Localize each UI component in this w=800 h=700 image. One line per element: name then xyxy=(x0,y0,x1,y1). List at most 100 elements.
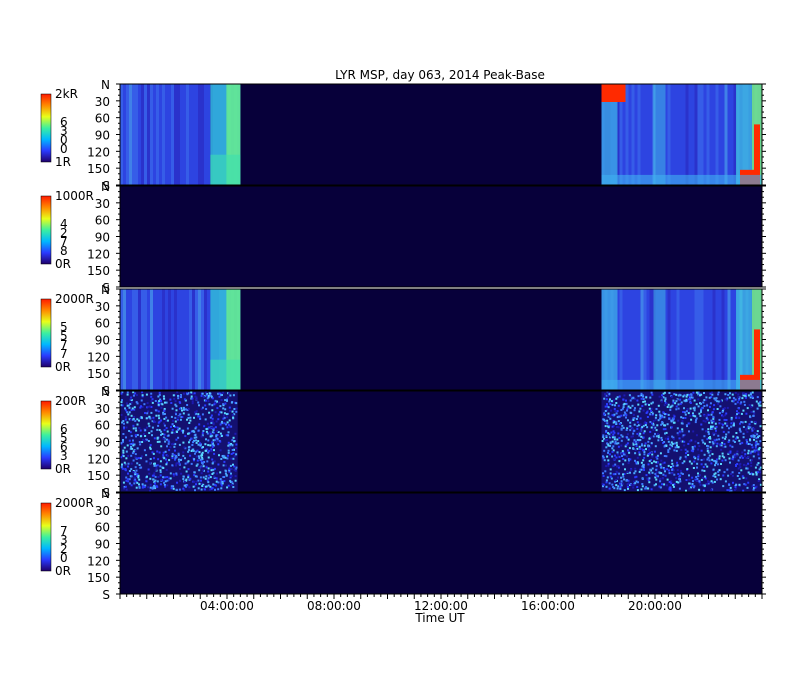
noise-pixel xyxy=(175,413,177,416)
noise-pixel xyxy=(738,472,741,474)
noise-pixel xyxy=(685,410,688,413)
noise-pixel xyxy=(742,392,745,395)
noise-pixel xyxy=(723,471,726,474)
noise-pixel xyxy=(637,403,640,406)
noise-pixel xyxy=(138,464,141,466)
emission-streak xyxy=(667,84,671,185)
noise-pixel xyxy=(658,395,661,398)
noise-pixel xyxy=(601,482,604,485)
noise-pixel xyxy=(165,463,168,466)
noise-pixel xyxy=(627,487,629,490)
noise-pixel xyxy=(664,474,667,477)
noise-pixel xyxy=(689,402,692,404)
noise-pixel xyxy=(678,437,681,440)
noise-pixel xyxy=(671,435,674,438)
noise-pixel xyxy=(176,481,178,484)
noise-pixel xyxy=(749,420,752,423)
noise-pixel xyxy=(696,478,699,480)
noise-pixel xyxy=(147,468,150,471)
noise-pixel xyxy=(213,439,216,442)
noise-pixel xyxy=(234,479,237,482)
noise-pixel xyxy=(641,448,643,450)
noise-pixel xyxy=(150,395,153,398)
noise-pixel xyxy=(221,427,224,430)
noise-pixel xyxy=(128,430,131,432)
noise-pixel xyxy=(163,433,166,436)
noise-pixel xyxy=(612,399,615,402)
noise-pixel xyxy=(607,444,610,447)
y-tick-label: 30 xyxy=(95,300,110,314)
noise-pixel xyxy=(625,436,628,439)
noise-pixel xyxy=(713,473,716,476)
noise-pixel xyxy=(733,441,736,443)
noise-pixel xyxy=(667,440,670,443)
panel-frame xyxy=(119,390,763,493)
noise-pixel xyxy=(634,459,636,462)
noise-pixel xyxy=(636,461,639,464)
noise-pixel xyxy=(608,415,611,418)
noise-pixel xyxy=(707,428,710,431)
noise-pixel xyxy=(698,474,701,477)
noise-pixel xyxy=(623,402,626,405)
noise-pixel xyxy=(182,412,185,415)
noise-pixel xyxy=(673,415,676,418)
emission-streak xyxy=(670,289,674,390)
noise-pixel xyxy=(702,489,705,492)
noise-pixel xyxy=(209,444,212,447)
noise-pixel xyxy=(725,412,728,415)
noise-pixel xyxy=(746,467,749,470)
noise-pixel xyxy=(144,412,146,414)
noise-pixel xyxy=(151,474,154,477)
noise-pixel xyxy=(664,401,667,404)
noise-pixel xyxy=(650,442,653,445)
noise-pixel xyxy=(618,455,621,458)
noise-pixel xyxy=(194,411,197,414)
noise-pixel xyxy=(150,392,153,395)
noise-pixel xyxy=(724,459,727,462)
noise-pixel xyxy=(220,487,223,490)
noise-pixel xyxy=(134,471,137,474)
noise-pixel xyxy=(222,403,225,406)
noise-pixel xyxy=(204,404,207,407)
noise-pixel xyxy=(232,394,235,397)
noise-pixel xyxy=(608,392,611,395)
noise-pixel xyxy=(200,446,203,449)
noise-pixel xyxy=(619,422,622,424)
noise-pixel xyxy=(180,407,183,410)
noise-pixel xyxy=(128,470,131,472)
emission-streak xyxy=(195,84,198,185)
noise-pixel xyxy=(661,396,664,399)
noise-pixel xyxy=(667,403,670,406)
noise-pixel xyxy=(121,399,123,402)
noise-pixel xyxy=(233,455,236,458)
noise-pixel xyxy=(724,414,727,417)
noise-pixel xyxy=(671,468,674,471)
noise-pixel xyxy=(736,401,739,404)
noise-pixel xyxy=(204,477,207,480)
noise-pixel xyxy=(150,430,153,433)
noise-pixel xyxy=(685,400,688,402)
noise-pixel xyxy=(718,457,721,460)
emission-streak xyxy=(138,289,141,390)
noise-pixel xyxy=(200,488,203,491)
y-tick-label: 90 xyxy=(95,538,110,552)
noise-pixel xyxy=(743,449,746,452)
noise-pixel xyxy=(757,480,760,482)
noise-pixel xyxy=(712,417,715,420)
emission-streak xyxy=(165,84,168,185)
noise-pixel xyxy=(646,426,649,429)
noise-pixel xyxy=(635,445,638,447)
noise-pixel xyxy=(133,416,136,418)
noise-pixel xyxy=(706,404,709,407)
noise-pixel xyxy=(650,407,653,410)
noise-pixel xyxy=(219,405,222,408)
noise-pixel xyxy=(737,393,740,396)
noise-pixel xyxy=(208,474,211,477)
noise-pixel xyxy=(215,434,218,437)
noise-pixel xyxy=(731,457,734,460)
noise-pixel xyxy=(224,408,227,411)
noise-pixel xyxy=(698,481,701,484)
noise-pixel xyxy=(121,404,124,407)
panels-group: N306090120150S2kR1R6300N306090120150S100… xyxy=(40,78,766,602)
noise-pixel xyxy=(721,459,724,462)
